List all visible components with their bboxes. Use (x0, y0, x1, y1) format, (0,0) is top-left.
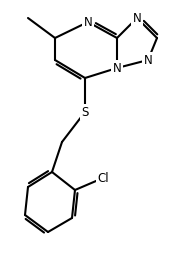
Text: N: N (133, 12, 141, 24)
Text: N: N (113, 61, 121, 75)
Text: N: N (144, 53, 152, 67)
Text: Cl: Cl (97, 172, 109, 184)
Text: N: N (84, 16, 92, 28)
Text: S: S (81, 105, 89, 118)
